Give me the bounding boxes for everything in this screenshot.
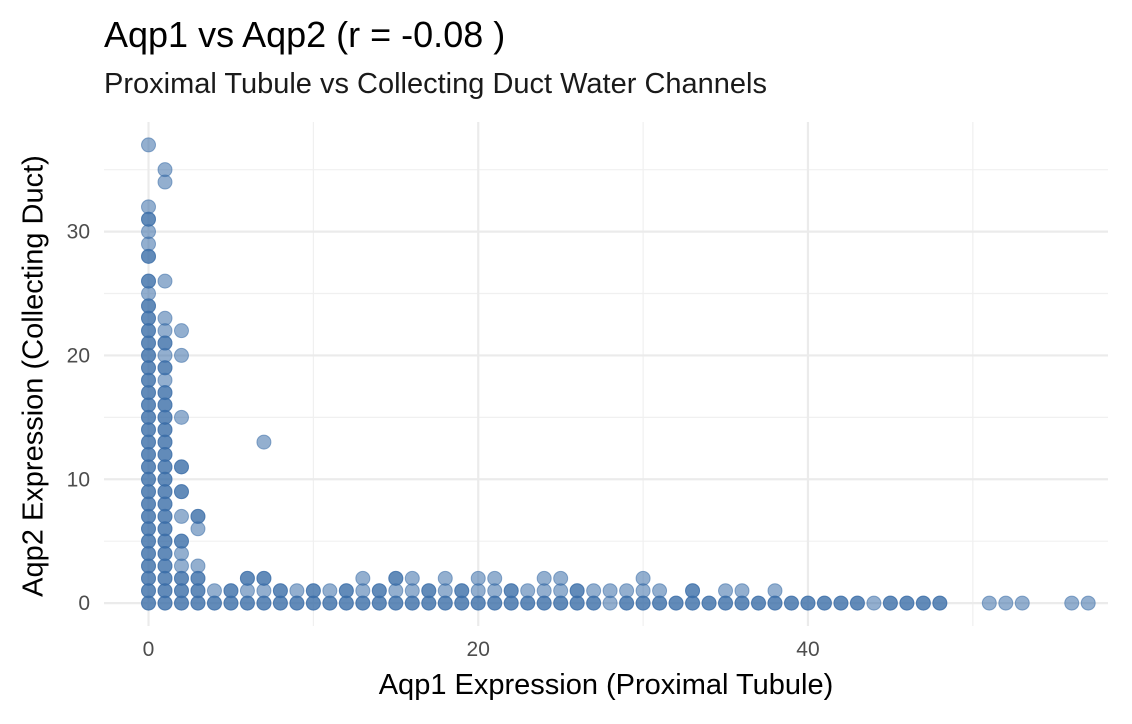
y-tick-label: 10 [67, 468, 90, 491]
data-point [141, 595, 157, 611]
data-point [619, 595, 635, 611]
data-point [157, 595, 173, 611]
data-point [586, 595, 602, 611]
data-point [239, 595, 255, 611]
data-point [190, 521, 206, 537]
data-point [553, 595, 569, 611]
data-point [701, 595, 717, 611]
data-point [981, 595, 997, 611]
chart-subtitle: Proximal Tubule vs Collecting Duct Water… [104, 68, 767, 100]
data-point [355, 595, 371, 611]
data-point [536, 595, 552, 611]
y-tick-label: 30 [67, 221, 90, 244]
data-point [272, 595, 288, 611]
data-point [767, 595, 783, 611]
data-point [882, 595, 898, 611]
data-point [998, 595, 1014, 611]
data-point [289, 595, 305, 611]
data-point [173, 484, 189, 500]
data-point [256, 434, 272, 450]
y-tick-label: 20 [67, 344, 90, 367]
data-point [404, 595, 420, 611]
y-tick-label: 0 [78, 592, 90, 615]
data-point [141, 248, 157, 264]
data-point [915, 595, 931, 611]
data-point [371, 595, 387, 611]
data-point [487, 595, 503, 611]
data-point [470, 595, 486, 611]
data-point [750, 595, 766, 611]
data-point [173, 347, 189, 363]
data-point [602, 595, 618, 611]
data-point [635, 595, 651, 611]
data-point [206, 595, 222, 611]
data-point [190, 595, 206, 611]
data-point [421, 595, 437, 611]
data-point [305, 595, 321, 611]
data-point [816, 595, 832, 611]
data-point [173, 508, 189, 524]
data-point [256, 595, 272, 611]
data-point [141, 137, 157, 153]
data-point [223, 595, 239, 611]
data-point [833, 595, 849, 611]
minor-gridlines [104, 122, 1108, 626]
data-point [454, 595, 470, 611]
data-point [173, 459, 189, 475]
data-point [1064, 595, 1080, 611]
data-point [866, 595, 882, 611]
data-point [652, 595, 668, 611]
data-point [388, 595, 404, 611]
data-point [322, 595, 338, 611]
data-point [849, 595, 865, 611]
data-point [520, 595, 536, 611]
x-axis-label: Aqp1 Expression (Proximal Tubule) [378, 669, 834, 701]
data-point [173, 595, 189, 611]
data-point [157, 174, 173, 190]
data-point [157, 273, 173, 289]
data-point [437, 595, 453, 611]
x-tick-label: 20 [467, 638, 490, 661]
data-point [503, 595, 519, 611]
data-point [932, 595, 948, 611]
data-point [1014, 595, 1030, 611]
data-point [734, 595, 750, 611]
data-points [141, 137, 1096, 611]
data-point [685, 595, 701, 611]
data-point [173, 323, 189, 339]
data-point [783, 595, 799, 611]
chart-title: Aqp1 vs Aqp2 (r = -0.08 ) [104, 14, 506, 55]
data-point [569, 595, 585, 611]
data-point [718, 595, 734, 611]
tick-labels: 0 20 40 0 10 20 30 [67, 221, 820, 661]
data-point [800, 595, 816, 611]
data-point [668, 595, 684, 611]
data-point [338, 595, 354, 611]
x-tick-label: 40 [796, 638, 819, 661]
major-gridlines [104, 122, 1108, 626]
data-point [899, 595, 915, 611]
data-point [1080, 595, 1096, 611]
x-tick-label: 0 [143, 638, 155, 661]
data-point [173, 409, 189, 425]
